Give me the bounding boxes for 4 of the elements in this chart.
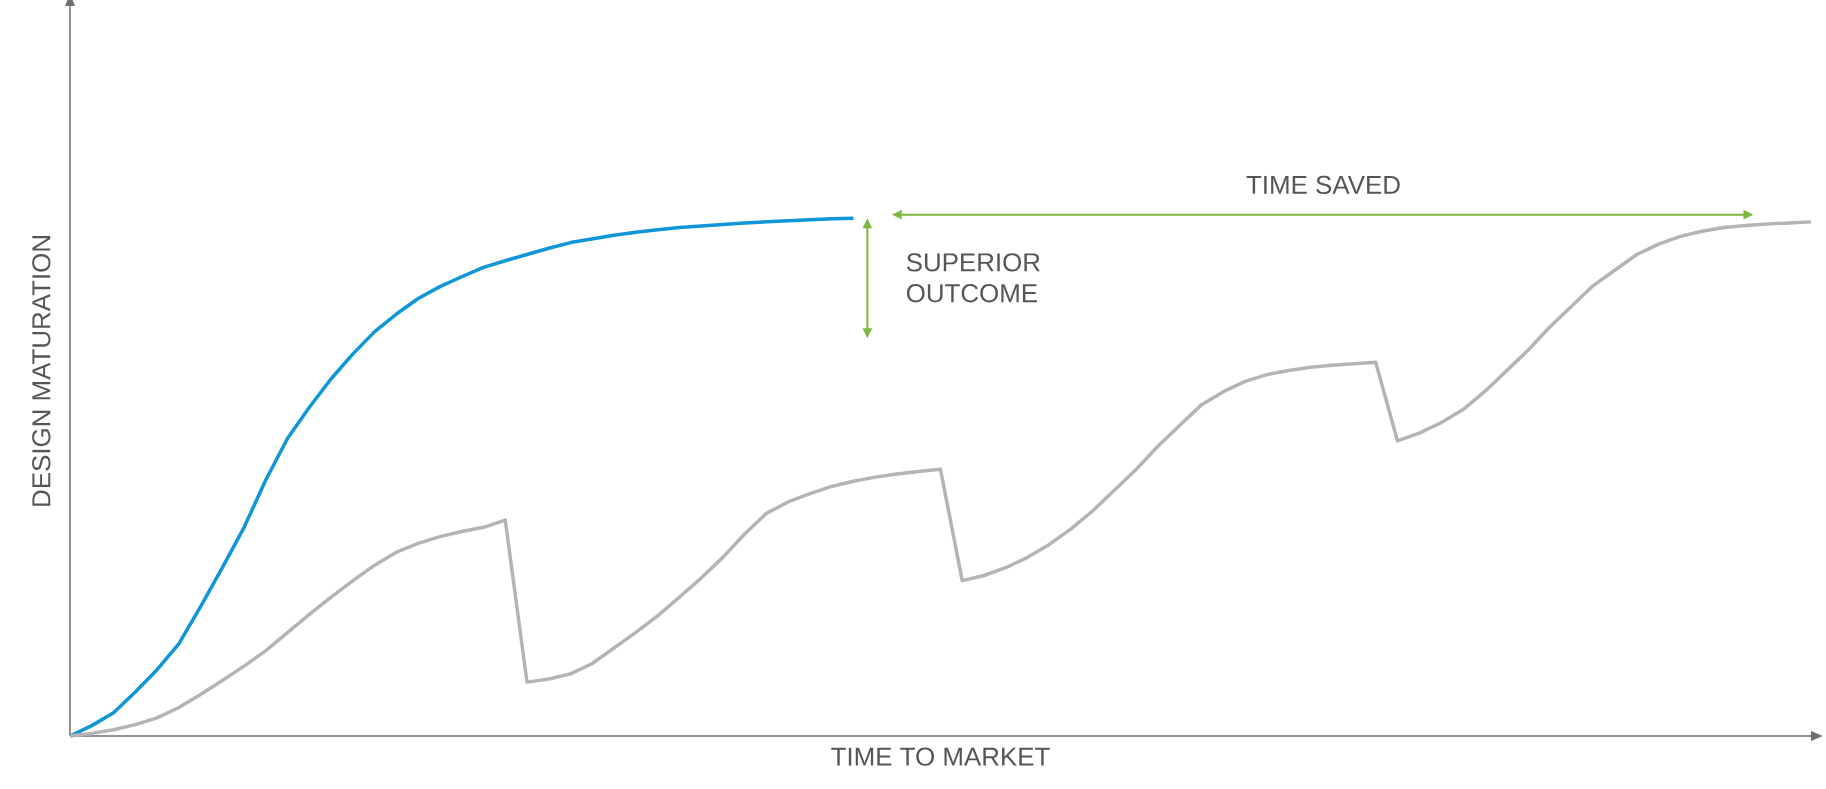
x-axis-title: TIME TO MARKET	[831, 747, 1050, 766]
text: TIME SAVED	[1246, 175, 1400, 195]
annotation: SUPERIOR OUTCOME	[906, 253, 1040, 303]
y-axis-title: DESIGN MATURATION	[32, 236, 51, 506]
